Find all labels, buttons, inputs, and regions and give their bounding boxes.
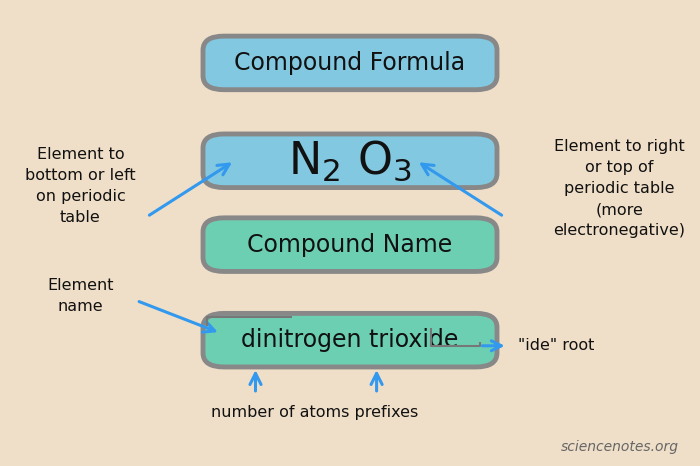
- FancyBboxPatch shape: [203, 313, 497, 367]
- Text: Compound Formula: Compound Formula: [234, 51, 466, 75]
- Text: dinitrogen trioxide: dinitrogen trioxide: [241, 328, 458, 352]
- Text: Element to right
or top of
periodic table
(more
electronegative): Element to right or top of periodic tabl…: [554, 139, 685, 238]
- Text: sciencenotes.org: sciencenotes.org: [561, 440, 679, 454]
- Text: Compound Name: Compound Name: [247, 233, 453, 257]
- FancyBboxPatch shape: [203, 36, 497, 89]
- Text: Element to
bottom or left
on periodic
table: Element to bottom or left on periodic ta…: [25, 147, 136, 226]
- Text: "ide" root: "ide" root: [518, 338, 594, 353]
- Text: number of atoms prefixes: number of atoms prefixes: [211, 405, 419, 420]
- Text: $\mathregular{N_2\ O_3}$: $\mathregular{N_2\ O_3}$: [288, 138, 412, 183]
- FancyBboxPatch shape: [203, 218, 497, 271]
- Text: Element
name: Element name: [48, 278, 113, 314]
- FancyBboxPatch shape: [203, 134, 497, 187]
